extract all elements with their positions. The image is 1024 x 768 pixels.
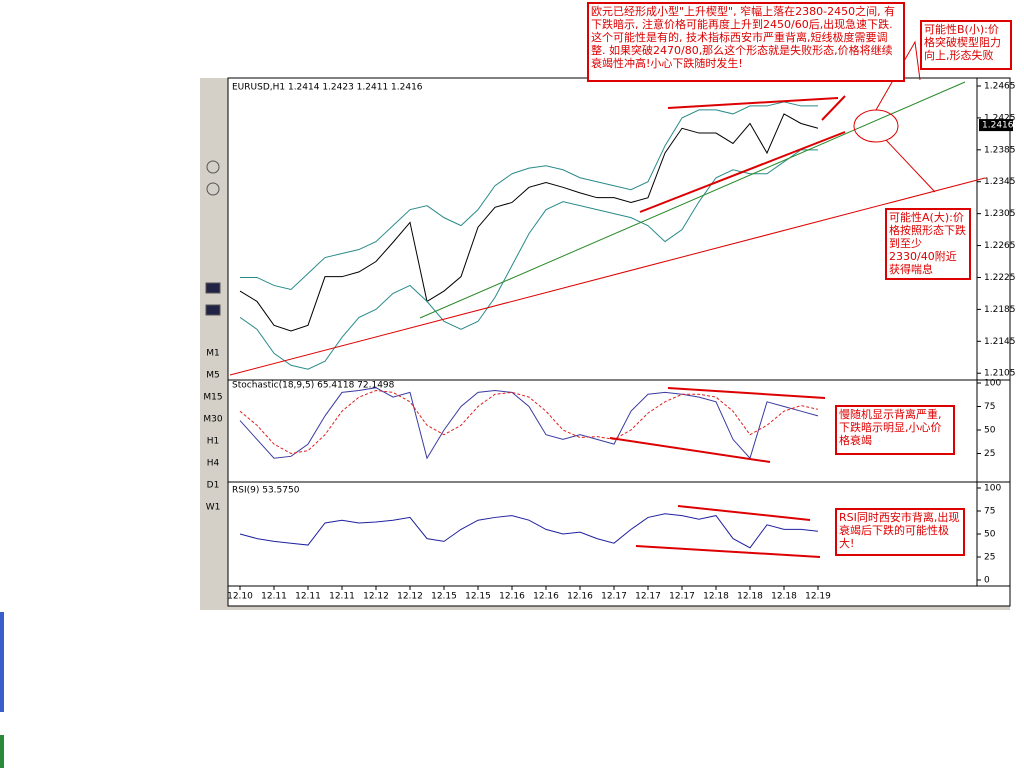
x-tick-label: 12.12 (363, 592, 389, 602)
y-tick-label: 50 (984, 530, 996, 540)
annotation-lines (229, 40, 986, 558)
y-tick-label: 1.2425 (984, 113, 1016, 123)
y-tick-label: 0 (984, 576, 990, 586)
y-tick-label: 1.2345 (984, 177, 1016, 187)
y-tick-label: 25 (984, 553, 995, 563)
x-tick-label: 12.17 (601, 592, 627, 602)
period-button[interactable]: M30 (203, 415, 222, 425)
x-tick-label: 12.16 (533, 592, 559, 602)
x-tick-label: 12.16 (499, 592, 525, 602)
x-tick-label: 12.12 (397, 592, 423, 602)
x-tick-label: 12.11 (295, 592, 321, 602)
period-button[interactable]: M15 (203, 393, 222, 403)
annotation: RSI同时西安市背离,出现衰竭后下跌的可能性极大! (835, 508, 965, 556)
x-tick-label: 12.11 (329, 592, 355, 602)
series-line (239, 390, 819, 455)
y-tick-label: 25 (984, 449, 995, 459)
x-tick-label: 12.15 (431, 592, 457, 602)
annotation: 慢随机显示背离严重,下跌暗示明显,小心价格衰竭 (835, 405, 955, 455)
panel-title: RSI(9) 53.5750 (232, 486, 300, 496)
x-tick-label: 12.10 (227, 592, 253, 602)
y-tick-label: 1.2105 (984, 369, 1016, 379)
y-tick-label: 1.2185 (984, 305, 1016, 315)
annotation: 可能性B(小):价格突破楔型阻力向上,形态失败 (920, 20, 1012, 70)
side-strip (0, 612, 4, 712)
annotation: 可能性A(大):价格按照形态下跌到至少2330/40附近获得喘息 (885, 208, 971, 280)
panel-title: Stochastic(18,9,5) 65.4118 72.1498 (232, 381, 395, 391)
y-tick-label: 75 (984, 507, 995, 517)
x-tick-label: 12.19 (805, 592, 831, 602)
x-tick-label: 12.18 (737, 592, 763, 602)
y-tick-label: 1.2225 (984, 273, 1016, 283)
x-tick-label: 12.17 (669, 592, 695, 602)
period-button[interactable]: M5 (206, 371, 220, 381)
x-tick-label: 12.18 (703, 592, 729, 602)
y-tick-label: 50 (984, 426, 996, 436)
last-price: 1.2416 (982, 121, 1014, 131)
x-tick-label: 12.18 (771, 592, 797, 602)
period-button[interactable]: W1 (206, 503, 221, 513)
tool-icons (205, 160, 221, 316)
x-tick-label: 12.15 (465, 592, 491, 602)
y-tick-label: 1.2265 (984, 241, 1016, 251)
y-tick-label: 100 (984, 379, 1001, 389)
last-price-box (979, 119, 1013, 132)
x-tick-label: 12.16 (567, 592, 593, 602)
period-button[interactable]: D1 (207, 481, 220, 491)
period-button[interactable]: H1 (207, 437, 220, 447)
x-tick-label: 12.11 (261, 592, 287, 602)
panel-title: EURUSD,H1 1.2414 1.2423 1.2411 1.2416 (232, 83, 423, 93)
y-tick-label: 1.2145 (984, 337, 1016, 347)
side-strip (0, 735, 4, 768)
y-tick-label: 1.2305 (984, 209, 1016, 219)
annotation: 欧元已经形成小型"上升楔型", 窄幅上落在2380-2450之间, 有下跌暗示,… (587, 2, 905, 82)
series-line (239, 513, 819, 549)
period-button[interactable]: M1 (206, 349, 220, 359)
y-tick-label: 1.2385 (984, 145, 1016, 155)
series-line (239, 113, 819, 332)
x-tick-label: 12.17 (635, 592, 661, 602)
y-tick-label: 75 (984, 402, 995, 412)
series-line (240, 101, 818, 290)
series-line (239, 149, 818, 370)
series-line (239, 387, 819, 460)
y-tick-label: 100 (984, 484, 1001, 494)
y-tick-label: 1.2465 (984, 81, 1016, 91)
period-button[interactable]: H4 (207, 459, 220, 469)
